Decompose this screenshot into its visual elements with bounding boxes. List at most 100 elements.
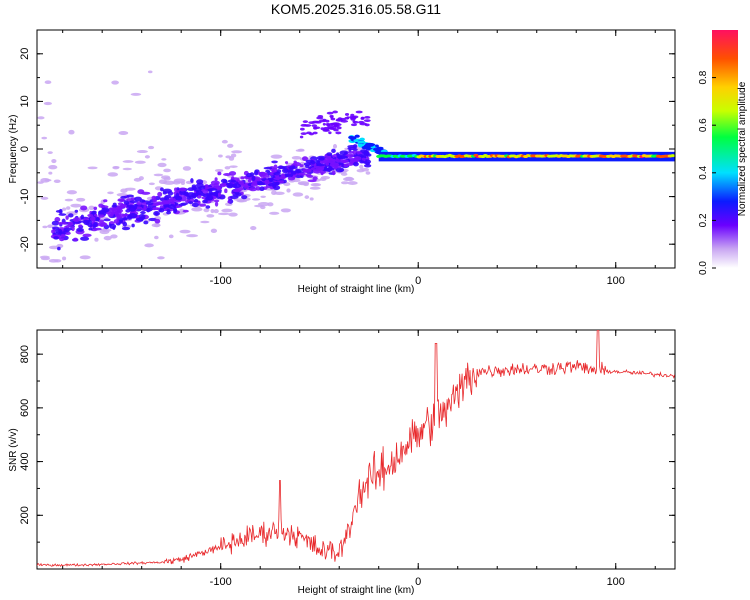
spectrogram-band-blob [301,156,309,162]
spectrogram-band-blob [290,171,297,175]
spectrogram-band-blob [87,222,93,228]
spectrogram-noise-blob [107,172,119,177]
spectrogram-streak-blob [350,123,358,127]
spectrogram-streak-blob [332,122,340,126]
spectrogram-xtick-label: 100 [607,275,625,287]
spectrogram-streak-blob [332,110,339,114]
colorbar-label: Normalized spectral amplitude [737,81,748,216]
spectrogram-image [37,70,675,263]
spectrogram-band-blob [363,163,372,168]
spectrogram-streak-blob [350,113,355,117]
snr-ytick-label: 200 [19,506,31,524]
spectrogram-band-blob [69,221,74,226]
colorbar-tick-label: 0.4 [698,165,709,179]
colorbar-tick-label: 0.8 [698,70,709,84]
spectrogram-noise-blob [359,164,364,170]
spectrogram-band-blob [267,182,276,187]
spectrogram-noise-blob [224,166,231,170]
spectrogram-band-blob [55,209,63,213]
spectrogram-noise-blob [48,171,53,175]
spectrogram-band-blob [76,227,84,232]
spectrogram-noise-blob [47,224,54,229]
spectrogram-band-blob [277,165,286,170]
spectrogram-band-blob [178,203,187,207]
spectrogram-streak-blob [330,117,336,121]
spectrogram-band-blob [179,190,187,196]
spectrogram-band-blob [187,187,196,192]
spectrogram-band-blob [263,166,273,170]
spectrogram-xtick-label: -100 [210,275,232,287]
spectrogram-noise-blob [48,258,59,263]
spectrogram-band-blob [118,213,126,218]
spectrogram-band-blob [159,205,164,209]
spectrogram-noise-blob [44,80,52,84]
snr-frame [36,329,676,570]
spectrogram-band-blob [326,152,333,157]
spectrogram-band-blob [331,148,336,154]
spectrogram-noise-blob [332,144,338,149]
spectrogram-band-blob [325,162,330,166]
spectrogram-band-blob [178,187,187,192]
spectrogram-band-blob [191,202,199,208]
spectrogram-band-blob [193,198,199,203]
spectrogram-noise-blob [230,153,237,158]
spectrogram-noise-blob [42,225,48,229]
spectrogram-band-blob [316,160,321,164]
spectrogram-band-blob [214,201,219,207]
spectrogram-ylabel: Frequency (Hz) [8,115,19,184]
spectrogram-noise-blob [62,207,67,211]
spectrogram-noise-blob [309,197,314,201]
spectrogram-band-blob [231,183,242,189]
spectrogram-band-blob [112,226,116,230]
spectrogram-band-blob [196,182,204,188]
spectrogram-streak-blob [355,110,363,114]
spectrogram-xlabel: Height of straight line (km) [298,284,415,295]
spectrogram-streak-blob [300,132,307,136]
spectrogram-band-blob [71,226,75,232]
spectrogram-band-blob [143,220,149,225]
spectrogram-streak-blob [364,115,371,119]
snr-panel: -100 0 100 200 400 600 800 Height of straight … [8,329,676,596]
spectrogram-streak-blob [337,117,343,120]
spectrogram-noise-blob [356,168,365,173]
colorbar: 0.0 0.2 0.4 0.6 0.8 Normalized spectral ampl… [698,30,748,275]
spectrogram-band-blob [188,201,194,204]
spectrogram-band-blob [120,195,127,199]
spectrogram-band-blob [100,223,104,227]
spectrogram-band-blob [141,199,146,203]
spectrogram-band-blob [273,171,281,176]
spectrogram-band-blob [312,168,321,174]
spectrogram-streak-blob [302,120,309,124]
spectrogram-band-blob [98,203,104,208]
spectrogram-streak-blob [308,132,315,136]
spectrogram-band-blob [82,233,92,238]
snr-ytick-label: 400 [19,452,31,470]
spectrogram-noise-blob [320,175,331,180]
spectrogram-noise-blob [40,196,49,200]
spectrogram-noise-blob [124,187,136,191]
spectrogram-band-blob [343,163,349,168]
snr-ytick-label: 800 [19,345,31,363]
spectrogram-streak-blob [360,117,365,120]
spectrogram-noise-blob [251,198,261,201]
spectrogram-noise-blob [213,208,219,214]
spectrogram-noise-blob [154,222,160,228]
spectrogram-band-blob [140,211,146,215]
spectrogram-noise-blob [217,212,230,216]
spectrogram-band-blob [240,176,245,180]
spectrogram-band-blob [206,195,214,201]
spectrogram-band-blob [93,227,102,231]
spectrogram-band-blob [241,195,248,200]
spectrogram-noise-blob [122,167,132,171]
colorbar-tick-label: 0.2 [698,213,709,227]
spectrogram-band-blob [262,174,270,178]
spectrogram-transition-blob [373,147,381,152]
spectrogram-band-blob [166,211,172,215]
spectrogram-noise-blob [51,158,57,164]
spectrogram-noise-blob [200,220,210,224]
snr-xlabel: Height of straight line (km) [298,585,415,596]
spectrogram-noise-blob [271,190,277,196]
spectrogram-band-blob [53,236,59,240]
snr-xtick-label: 100 [607,576,625,588]
